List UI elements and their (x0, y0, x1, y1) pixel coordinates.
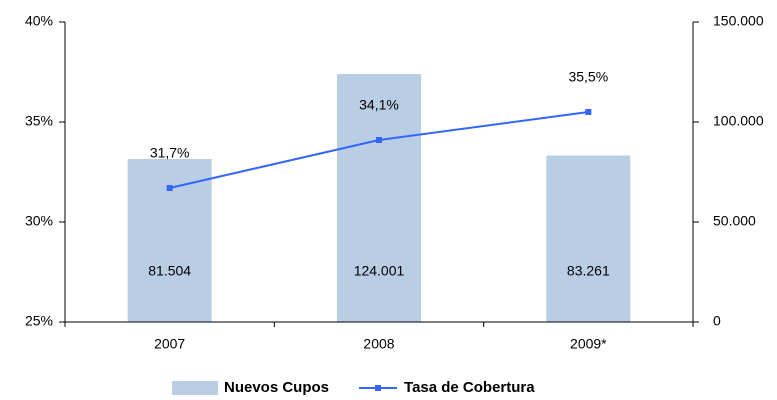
bar-value-label: 124.001 (354, 263, 405, 279)
line-value-label: 34,1% (359, 97, 399, 113)
legend-marker (375, 385, 382, 391)
y2-tick-label: 50.000 (713, 213, 756, 229)
bar-value-label: 83.261 (567, 263, 610, 279)
y-tick-label: 40% (25, 13, 53, 29)
line-marker (376, 137, 382, 143)
line-marker (166, 185, 173, 191)
legend-swatch (172, 381, 218, 395)
y2-tick-label: 100.000 (713, 113, 764, 129)
x-tick-label: 2007 (154, 336, 185, 352)
y2-tick-label: 0 (713, 313, 721, 329)
y-tick-label: 30% (25, 213, 53, 229)
y-tick-label: 35% (25, 113, 53, 129)
bar (127, 158, 212, 322)
line-value-label: 35,5% (568, 69, 608, 85)
legend-label: Nuevos Cupos (224, 379, 329, 396)
y-tick-label: 25% (25, 313, 53, 329)
line-marker (585, 109, 592, 115)
line-value-label: 31,7% (150, 145, 190, 161)
bar (546, 155, 631, 322)
x-tick-label: 2008 (363, 336, 394, 352)
x-tick-label: 2009* (570, 336, 607, 352)
bar (337, 73, 421, 322)
legend-label: Tasa de Cobertura (404, 379, 535, 396)
y2-tick-label: 150.000 (713, 13, 764, 29)
bar-value-label: 81.504 (148, 263, 191, 279)
